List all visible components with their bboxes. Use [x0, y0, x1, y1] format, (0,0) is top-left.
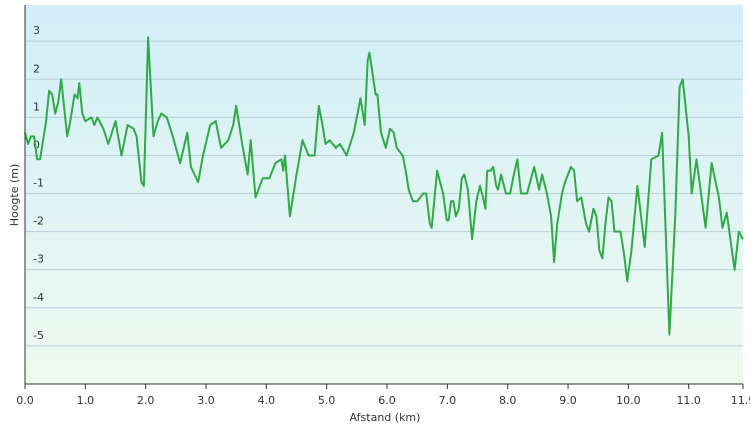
x-tick-label: 5.0 [318, 394, 336, 407]
plot-background [25, 5, 743, 384]
x-tick-label: 10.0 [616, 394, 641, 407]
x-tick-label: 2.0 [137, 394, 155, 407]
x-tick-label: 8.0 [499, 394, 517, 407]
x-tick-label: 6.0 [378, 394, 396, 407]
x-axis-title: Afstand (km) [350, 411, 421, 424]
y-axis-title: Hoogte (m) [8, 164, 21, 227]
y-tick-label: 3 [33, 24, 40, 37]
x-tick-label: 1.0 [77, 394, 95, 407]
y-tick-label: -5 [33, 329, 44, 342]
x-tick-label: 7.0 [439, 394, 457, 407]
y-tick-label: -1 [33, 177, 44, 190]
x-tick-label: 0.0 [16, 394, 34, 407]
y-tick-label: 0 [33, 138, 40, 151]
y-tick-label: -4 [33, 291, 44, 304]
x-tick-label: 4.0 [258, 394, 276, 407]
x-tick-label: 3.0 [197, 394, 215, 407]
y-tick-label: 1 [33, 100, 40, 113]
x-tick-label: 11.9 [731, 394, 750, 407]
elevation-line [24, 36, 744, 336]
x-tick-label: 9.0 [559, 394, 577, 407]
y-tick-label: 2 [33, 62, 40, 75]
y-tick-label: -2 [33, 215, 44, 228]
y-tick-label: -3 [33, 253, 44, 266]
x-tick-label: 11.0 [676, 394, 701, 407]
